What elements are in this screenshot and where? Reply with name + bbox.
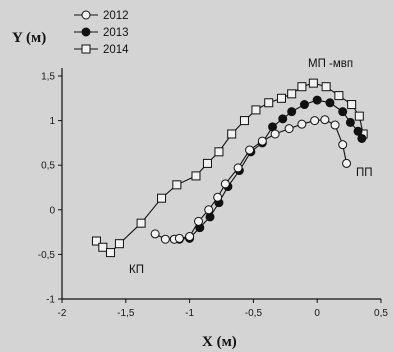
series-2014 (91, 78, 368, 258)
data-point-2012 (174, 233, 184, 243)
data-point-2014 (276, 93, 286, 103)
data-point-2012 (233, 163, 243, 173)
data-point-2014 (214, 147, 224, 157)
axes: -2 -1,5 -1 -0,5 0 0,5 -1 -0,5 0 0,5 1 1,5 (38, 68, 388, 319)
y-tick-label: -1 (46, 295, 55, 306)
data-point-2014 (114, 239, 124, 249)
data-point-2012 (245, 145, 255, 155)
x-axis-title: X (м) (202, 334, 237, 350)
legend-label: 2012 (103, 10, 129, 22)
legend-entry-2012: 2012 (74, 10, 129, 22)
legend-marker (81, 27, 91, 37)
data-point-2013 (357, 133, 367, 143)
series-2012 (150, 115, 352, 244)
data-point-2014 (354, 111, 364, 121)
data-point-2013 (278, 114, 288, 124)
data-point-2012 (185, 232, 195, 242)
legend-label: 2013 (103, 27, 129, 39)
data-point-2014 (251, 105, 261, 115)
data-point-2013 (205, 212, 215, 222)
data-point-2012 (270, 129, 280, 139)
annotation-mp-mvp: МП -мвп (308, 58, 353, 70)
data-point-2012 (320, 115, 330, 125)
data-point-2014 (264, 98, 274, 108)
legend-entry-2014: 2014 (74, 44, 129, 56)
data-point-2013 (325, 98, 335, 108)
data-point-2014 (136, 218, 146, 228)
data-point-2013 (345, 117, 355, 127)
y-tick-label: 1,5 (41, 72, 55, 83)
data-point-2014 (202, 158, 212, 168)
data-point-2012 (342, 158, 352, 168)
data-point-2014 (239, 116, 249, 126)
series-line-2012 (154, 119, 348, 240)
data-point-2013 (299, 100, 309, 110)
x-tick-label: 0 (314, 308, 320, 319)
legend-marker (81, 44, 91, 54)
x-tick-label: -1,5 (117, 308, 135, 319)
data-point-2012 (204, 205, 214, 215)
data-point-2014 (308, 78, 318, 88)
data-point-2012 (213, 192, 223, 202)
data-point-2014 (334, 91, 344, 101)
data-point-2014 (287, 89, 297, 99)
annotation-pp: ПП (356, 167, 373, 179)
data-point-2014 (172, 180, 182, 190)
data-point-2012 (330, 120, 340, 130)
data-point-2013 (338, 107, 348, 117)
data-point-2012 (310, 116, 320, 126)
y-axis-title: Y (м) (12, 30, 46, 46)
data-point-2012 (194, 216, 204, 226)
x-tick-label: -0,5 (245, 308, 263, 319)
data-point-2012 (150, 229, 160, 239)
legend-label: 2014 (103, 44, 129, 56)
data-point-2014 (347, 100, 357, 110)
series-layer (91, 78, 368, 258)
data-point-2014 (105, 248, 115, 258)
data-point-2012 (160, 234, 170, 244)
data-point-2014 (191, 171, 201, 181)
data-point-2014 (98, 242, 108, 252)
data-point-2014 (297, 82, 307, 92)
y-tick-label: 0,5 (41, 161, 55, 172)
y-tick-label: 1 (49, 116, 55, 127)
legend-entry-2013: 2013 (74, 27, 129, 39)
data-point-2012 (297, 119, 307, 129)
data-point-2014 (227, 129, 237, 139)
x-tick-label: 0,5 (374, 308, 388, 319)
data-point-2014 (91, 236, 101, 246)
y-tick-label: -0,5 (38, 250, 56, 261)
x-tick-label: -2 (58, 308, 67, 319)
data-point-2013 (287, 107, 297, 117)
data-point-2012 (220, 179, 230, 189)
data-point-2013 (312, 95, 322, 105)
annotation-kp: КП (129, 264, 144, 276)
series-line-2014 (96, 82, 364, 254)
legend: 2012 2013 2014 (74, 10, 129, 56)
data-point-2013 (353, 126, 363, 136)
data-point-2012 (257, 136, 267, 146)
data-point-2014 (157, 193, 167, 203)
y-tick-label: 0 (49, 205, 55, 216)
x-tick-label: -1 (185, 308, 194, 319)
legend-marker (81, 10, 91, 20)
data-point-2012 (284, 124, 294, 134)
data-point-2012 (338, 140, 348, 150)
data-point-2014 (321, 82, 331, 92)
